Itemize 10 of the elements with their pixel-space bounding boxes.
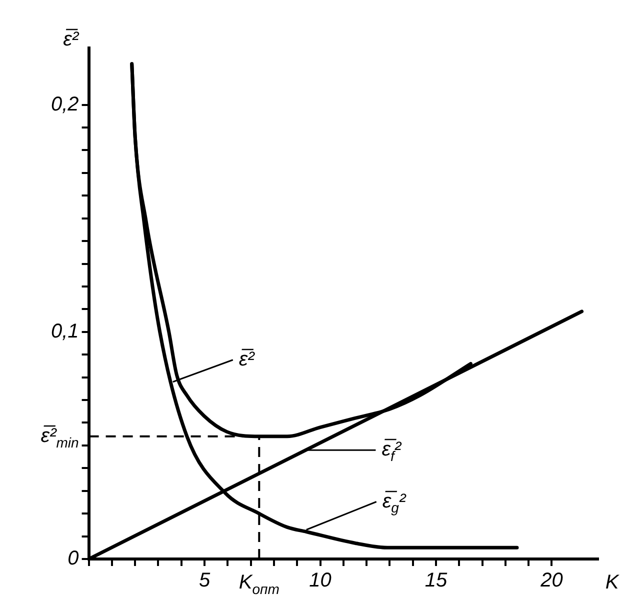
y-axis-title: ε̅²	[63, 28, 80, 51]
y-tick-label: 0,2	[50, 93, 79, 116]
x-tick-label: 5	[198, 570, 211, 592]
legend-label: ε̅²	[238, 348, 256, 370]
x-tick-label: 20	[540, 570, 563, 592]
y-tick-label: 0	[68, 548, 79, 570]
y-tick-label: 0,1	[50, 320, 79, 342]
x-axis-title: K	[605, 572, 620, 594]
x-tick-label: 10	[309, 570, 332, 592]
x-tick-label: 15	[424, 570, 448, 592]
